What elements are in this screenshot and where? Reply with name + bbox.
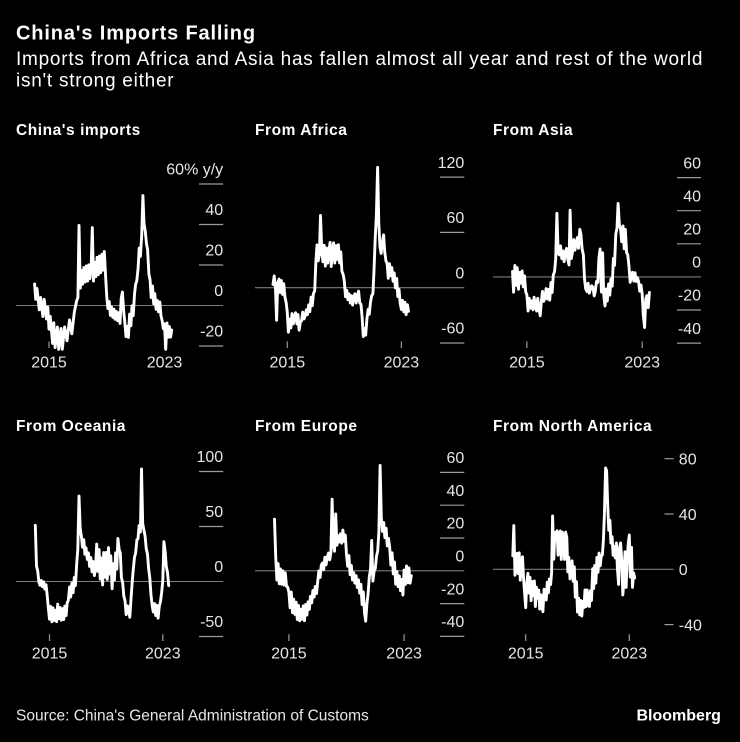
svg-text:2015: 2015 xyxy=(508,645,544,662)
svg-text:From Oceania: From Oceania xyxy=(16,418,126,435)
svg-text:China's imports: China's imports xyxy=(16,122,141,139)
svg-text:0: 0 xyxy=(214,283,223,300)
svg-text:Source: China's General Admini: Source: China's General Administration o… xyxy=(16,708,369,725)
svg-text:60% y/y: 60% y/y xyxy=(166,162,223,179)
svg-text:2023: 2023 xyxy=(147,355,183,372)
svg-text:-40: -40 xyxy=(441,614,464,631)
svg-text:0: 0 xyxy=(455,265,464,282)
svg-text:From Europe: From Europe xyxy=(255,418,358,435)
svg-text:50: 50 xyxy=(205,504,223,521)
svg-text:60: 60 xyxy=(447,450,465,467)
svg-text:40: 40 xyxy=(447,483,465,500)
svg-text:From Asia: From Asia xyxy=(493,122,573,139)
svg-text:From North America: From North America xyxy=(493,418,652,435)
svg-text:20: 20 xyxy=(205,243,223,260)
svg-text:20: 20 xyxy=(683,222,701,239)
svg-text:2015: 2015 xyxy=(271,645,307,662)
svg-text:-60: -60 xyxy=(441,321,464,338)
svg-text:60: 60 xyxy=(683,155,701,172)
svg-text:60: 60 xyxy=(447,210,465,227)
svg-text:From Africa: From Africa xyxy=(255,122,347,139)
svg-text:2015: 2015 xyxy=(270,355,306,372)
svg-text:0: 0 xyxy=(455,549,464,566)
svg-text:0: 0 xyxy=(679,562,688,579)
svg-text:Imports from Africa and Asia h: Imports from Africa and Asia has fallen … xyxy=(16,49,703,70)
svg-text:100: 100 xyxy=(196,449,223,466)
svg-text:2015: 2015 xyxy=(31,355,67,372)
svg-text:2023: 2023 xyxy=(384,355,420,372)
svg-text:isn't strong either: isn't strong either xyxy=(16,71,174,92)
svg-text:20: 20 xyxy=(447,516,465,533)
svg-text:-50: -50 xyxy=(200,614,223,631)
svg-text:80: 80 xyxy=(679,452,697,469)
svg-text:0: 0 xyxy=(214,559,223,576)
svg-text:China's Imports Falling: China's Imports Falling xyxy=(16,23,256,45)
svg-text:2015: 2015 xyxy=(32,645,68,662)
svg-text:2023: 2023 xyxy=(612,645,648,662)
svg-text:Bloomberg: Bloomberg xyxy=(637,708,721,725)
svg-text:2023: 2023 xyxy=(386,645,422,662)
svg-text:40: 40 xyxy=(205,202,223,219)
svg-text:40: 40 xyxy=(679,507,697,524)
svg-text:40: 40 xyxy=(683,188,701,205)
svg-text:0: 0 xyxy=(692,255,701,272)
svg-text:-40: -40 xyxy=(679,617,702,634)
svg-text:2023: 2023 xyxy=(145,645,181,662)
svg-text:2023: 2023 xyxy=(624,355,660,372)
svg-text:-20: -20 xyxy=(200,324,223,341)
svg-text:-40: -40 xyxy=(678,321,701,338)
svg-text:120: 120 xyxy=(438,155,465,172)
svg-text:2015: 2015 xyxy=(509,355,545,372)
svg-text:-20: -20 xyxy=(678,288,701,305)
svg-text:-20: -20 xyxy=(441,581,464,598)
